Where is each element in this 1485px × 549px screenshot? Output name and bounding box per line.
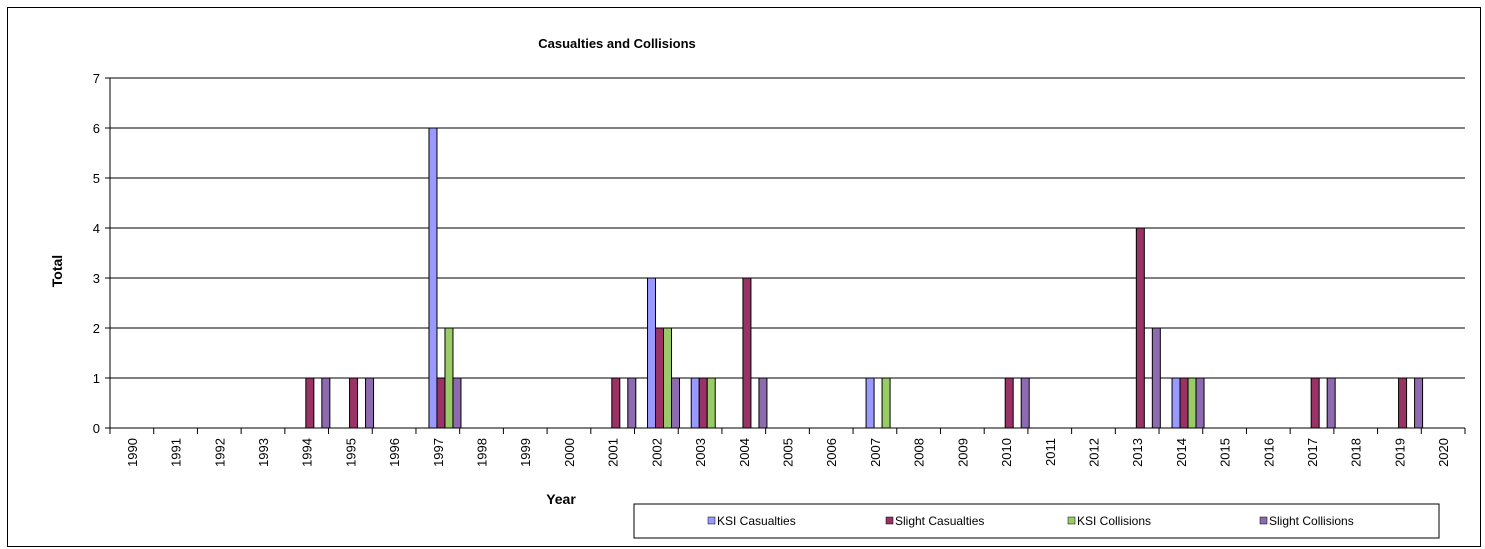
bar-slight-collisions bbox=[1414, 377, 1424, 429]
bar-ksi-collisions bbox=[663, 327, 673, 429]
x-tick-label: 2006 bbox=[824, 438, 839, 467]
x-tick-label: 1991 bbox=[169, 438, 184, 467]
x-tick-label: 2005 bbox=[781, 438, 796, 467]
x-tick-label: 2000 bbox=[562, 438, 577, 467]
x-tick-label: 2013 bbox=[1130, 438, 1145, 467]
axes bbox=[105, 77, 1466, 434]
bar-slight-collisions bbox=[1326, 377, 1336, 429]
bar-slight-casualties bbox=[1310, 377, 1320, 429]
bar-slight-casualties bbox=[1004, 377, 1014, 429]
x-tick-label: 2011 bbox=[1043, 438, 1058, 466]
x-tick-label: 2012 bbox=[1086, 438, 1101, 467]
y-tick-label: 3 bbox=[93, 271, 100, 286]
x-tick-label: 2004 bbox=[737, 438, 752, 467]
x-tick-label: 1994 bbox=[300, 438, 315, 467]
legend-swatch bbox=[1067, 516, 1076, 525]
x-tick-label: 1997 bbox=[431, 438, 446, 467]
bar-slight-collisions bbox=[671, 377, 681, 429]
x-axis-title: Year bbox=[546, 491, 576, 507]
bar-ksi-collisions bbox=[444, 327, 454, 429]
x-tick-label: 2009 bbox=[955, 438, 970, 467]
bar-ksi-collisions bbox=[706, 377, 716, 429]
legend-box bbox=[633, 503, 1440, 539]
x-tick-label: 2020 bbox=[1436, 438, 1451, 467]
x-tick-label: 2019 bbox=[1392, 438, 1407, 467]
bars bbox=[305, 127, 1424, 429]
bar-slight-casualties bbox=[1135, 227, 1145, 429]
legend: KSI Casualties Slight Casualties KSI Colli… bbox=[633, 503, 1440, 539]
bar-ksi-casualties bbox=[865, 377, 875, 429]
bar-slight-casualties bbox=[611, 377, 621, 429]
x-tick-labels: 1990 1991 1992 1993 1994 1995 1996 1997 1998 1999… bbox=[125, 438, 1451, 467]
x-tick-label: 1993 bbox=[256, 438, 271, 467]
legend-swatch bbox=[1259, 516, 1268, 525]
bar-slight-casualties bbox=[305, 377, 315, 429]
x-tick-label: 1992 bbox=[212, 438, 227, 467]
bar-slight-casualties bbox=[655, 327, 665, 429]
legend-label: Slight Collisions bbox=[1269, 514, 1354, 528]
bar-ksi-casualties bbox=[690, 377, 700, 429]
bar-slight-casualties bbox=[742, 277, 752, 429]
bar-slight-casualties bbox=[1398, 377, 1408, 429]
bar-slight-collisions bbox=[321, 377, 331, 429]
gridlines bbox=[110, 77, 1465, 379]
x-tick-label: 1998 bbox=[475, 438, 490, 467]
bar-slight-collisions bbox=[1151, 327, 1161, 429]
x-tick-label: 2015 bbox=[1218, 438, 1233, 467]
x-tick-label: 2010 bbox=[999, 438, 1014, 467]
x-tick-label: 1990 bbox=[125, 438, 140, 467]
y-tick-label: 1 bbox=[93, 371, 100, 386]
x-tick-label: 1996 bbox=[387, 438, 402, 467]
y-tick-label: 4 bbox=[93, 221, 100, 236]
y-tick-label: 7 bbox=[93, 71, 100, 86]
bar-ksi-collisions bbox=[1187, 377, 1197, 429]
x-tick-label: 2018 bbox=[1349, 438, 1364, 467]
bar-slight-collisions bbox=[1020, 377, 1030, 429]
bar-slight-casualties bbox=[698, 377, 708, 429]
y-tick-label: 2 bbox=[93, 321, 100, 336]
x-tick-label: 2017 bbox=[1305, 438, 1320, 467]
legend-label: KSI Collisions bbox=[1077, 514, 1151, 528]
y-axis-title: Total bbox=[49, 255, 65, 287]
bar-ksi-collisions bbox=[881, 377, 891, 429]
x-tick-label: 2007 bbox=[868, 438, 883, 467]
bar-slight-casualties bbox=[349, 377, 359, 429]
bar-slight-collisions bbox=[1195, 377, 1205, 429]
y-tick-label: 0 bbox=[93, 421, 100, 436]
bar-ksi-casualties bbox=[428, 127, 438, 429]
x-tick-label: 2002 bbox=[649, 438, 664, 467]
legend-swatch bbox=[885, 516, 894, 525]
y-tick-label: 5 bbox=[93, 171, 100, 186]
x-tick-label: 2003 bbox=[693, 438, 708, 467]
y-tick-labels: 0 1 2 3 4 5 6 7 bbox=[93, 71, 100, 436]
bar-ksi-casualties bbox=[647, 277, 657, 429]
x-tick-label: 2008 bbox=[912, 438, 927, 467]
bar-slight-collisions bbox=[758, 377, 768, 429]
x-tick-label: 1995 bbox=[343, 438, 358, 467]
bar-slight-casualties bbox=[436, 377, 446, 429]
x-tick-label: 2001 bbox=[606, 438, 621, 467]
x-tick-label: 2014 bbox=[1174, 438, 1189, 467]
legend-swatch bbox=[707, 516, 716, 525]
x-tick-label: 2016 bbox=[1261, 438, 1276, 467]
legend-label: KSI Casualties bbox=[717, 514, 796, 528]
bar-slight-casualties bbox=[1179, 377, 1189, 429]
y-tick-label: 6 bbox=[93, 121, 100, 136]
bar-slight-collisions bbox=[452, 377, 462, 429]
x-tick-label: 1999 bbox=[518, 438, 533, 467]
bar-slight-collisions bbox=[365, 377, 375, 429]
legend-label: Slight Casualties bbox=[895, 514, 984, 528]
chart-title: Casualties and Collisions bbox=[538, 36, 696, 51]
bar-ksi-casualties bbox=[1171, 377, 1181, 429]
bar-slight-collisions bbox=[627, 377, 637, 429]
